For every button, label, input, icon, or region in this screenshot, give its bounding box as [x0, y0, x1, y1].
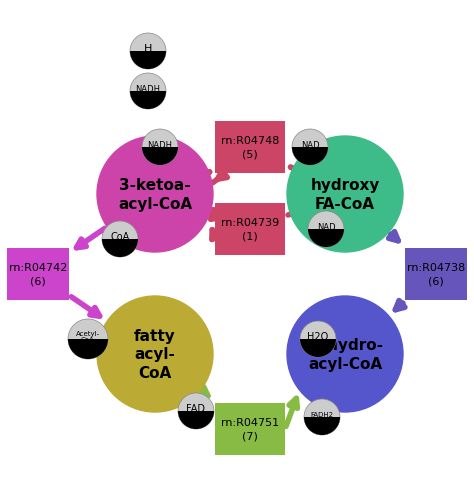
Circle shape [304, 399, 340, 435]
Circle shape [97, 296, 213, 412]
FancyBboxPatch shape [215, 203, 285, 256]
Circle shape [130, 34, 166, 70]
Text: NAD: NAD [301, 141, 319, 149]
Circle shape [142, 130, 178, 165]
Circle shape [102, 222, 138, 258]
Circle shape [287, 296, 403, 412]
Circle shape [300, 321, 336, 357]
Wedge shape [68, 339, 108, 359]
Wedge shape [130, 92, 166, 110]
Circle shape [178, 393, 214, 429]
Text: rn:R04751
(7): rn:R04751 (7) [221, 418, 279, 441]
Wedge shape [142, 148, 178, 165]
Wedge shape [308, 229, 344, 247]
Text: dehydro-
acyl-CoA: dehydro- acyl-CoA [307, 338, 383, 371]
Text: rn:R04738
(6): rn:R04738 (6) [407, 263, 465, 286]
Circle shape [308, 212, 344, 247]
Text: fatty
acyl-
CoA: fatty acyl- CoA [134, 328, 176, 380]
Text: NADH: NADH [147, 141, 173, 149]
Text: NADH: NADH [136, 84, 161, 94]
Text: FAD: FAD [186, 404, 206, 413]
Text: rn:R04739
(1): rn:R04739 (1) [221, 218, 279, 241]
Text: hydroxy
FA-CoA: hydroxy FA-CoA [310, 178, 380, 211]
Text: rn:R04742
(6): rn:R04742 (6) [9, 263, 67, 286]
Circle shape [130, 74, 166, 110]
Text: CoA: CoA [110, 232, 129, 242]
FancyBboxPatch shape [215, 403, 285, 455]
Text: H2O: H2O [307, 332, 328, 342]
Wedge shape [102, 240, 138, 258]
Circle shape [97, 137, 213, 252]
Text: rn:R04748
(5): rn:R04748 (5) [221, 136, 279, 159]
Wedge shape [300, 339, 336, 357]
Text: 3-ketoa-
acyl-CoA: 3-ketoa- acyl-CoA [118, 178, 192, 211]
Circle shape [287, 137, 403, 252]
Wedge shape [178, 411, 214, 429]
FancyBboxPatch shape [215, 122, 285, 174]
Text: FADH2: FADH2 [310, 411, 334, 417]
Text: H: H [144, 44, 152, 54]
FancyBboxPatch shape [405, 248, 467, 301]
Circle shape [68, 319, 108, 359]
Circle shape [292, 130, 328, 165]
Text: NAD: NAD [317, 223, 335, 231]
Wedge shape [130, 52, 166, 70]
FancyBboxPatch shape [7, 248, 69, 301]
Wedge shape [292, 148, 328, 165]
Text: Acetyl-
CoA: Acetyl- CoA [76, 330, 100, 343]
Wedge shape [304, 417, 340, 435]
